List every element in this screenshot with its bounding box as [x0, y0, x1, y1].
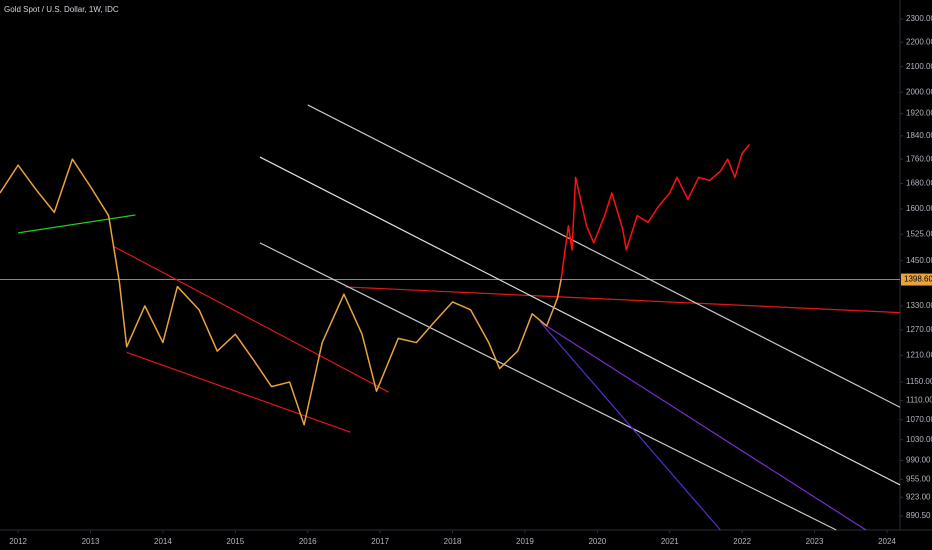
- x-tick-label: 2014: [154, 537, 172, 546]
- price-line: [0, 158, 562, 426]
- y-tick-label: 955.00: [906, 474, 931, 483]
- y-tick-label: 923.00: [906, 492, 931, 501]
- x-tick-label: 2013: [82, 537, 100, 546]
- y-tick-label: 1210.00: [906, 351, 932, 360]
- y-tick-label: 1680.00: [906, 179, 932, 188]
- y-tick-label: 1030.00: [906, 435, 932, 444]
- y-tick-label: 2200.00: [906, 37, 932, 46]
- y-tick-label: 1840.00: [906, 131, 932, 140]
- x-tick-label: 2016: [299, 537, 317, 546]
- x-tick-label: 2015: [226, 537, 244, 546]
- trendline: [126, 351, 351, 433]
- y-tick-label: 2300.00: [906, 14, 932, 23]
- trendline: [307, 104, 901, 408]
- y-tick-label: 1450.00: [906, 256, 932, 265]
- trendline: [259, 242, 837, 531]
- y-tick-label: 1920.00: [906, 109, 932, 118]
- trendline: [345, 286, 901, 314]
- y-tick-label: 1070.00: [906, 415, 932, 424]
- last-price-box: [901, 273, 932, 286]
- last-price-label: 1398.60: [904, 275, 932, 284]
- y-tick-label: 1110.00: [906, 396, 932, 405]
- price-line: [560, 144, 750, 280]
- y-tick-label: 1760.00: [906, 154, 932, 163]
- x-tick-label: 2024: [878, 537, 896, 546]
- y-tick-label: 1150.00: [906, 377, 932, 386]
- y-tick-label: 1600.00: [906, 204, 932, 213]
- x-tick-label: 2018: [444, 537, 462, 546]
- y-tick-label: 2100.00: [906, 62, 932, 71]
- trendline: [18, 214, 136, 234]
- x-tick-label: 2020: [588, 537, 606, 546]
- x-tick-label: 2021: [661, 537, 679, 546]
- trendline: [112, 245, 390, 393]
- y-tick-label: 1525.00: [906, 229, 932, 238]
- y-tick-label: 890.50: [906, 511, 931, 520]
- x-tick-label: 2017: [371, 537, 389, 546]
- trendline: [539, 321, 721, 531]
- x-tick-label: 2022: [733, 537, 751, 546]
- x-tick-label: 2012: [9, 537, 27, 546]
- y-tick-label: 1270.00: [906, 325, 932, 334]
- y-tick-label: 990.00: [906, 456, 931, 465]
- trendline: [539, 321, 867, 531]
- x-tick-label: 2019: [516, 537, 534, 546]
- chart-title: Gold Spot / U.S. Dollar, 1W, IDC: [4, 5, 119, 14]
- trendline: [259, 156, 901, 486]
- y-tick-label: 2000.00: [906, 87, 932, 96]
- y-tick-label: 1330.00: [906, 301, 932, 310]
- x-tick-label: 2023: [806, 537, 824, 546]
